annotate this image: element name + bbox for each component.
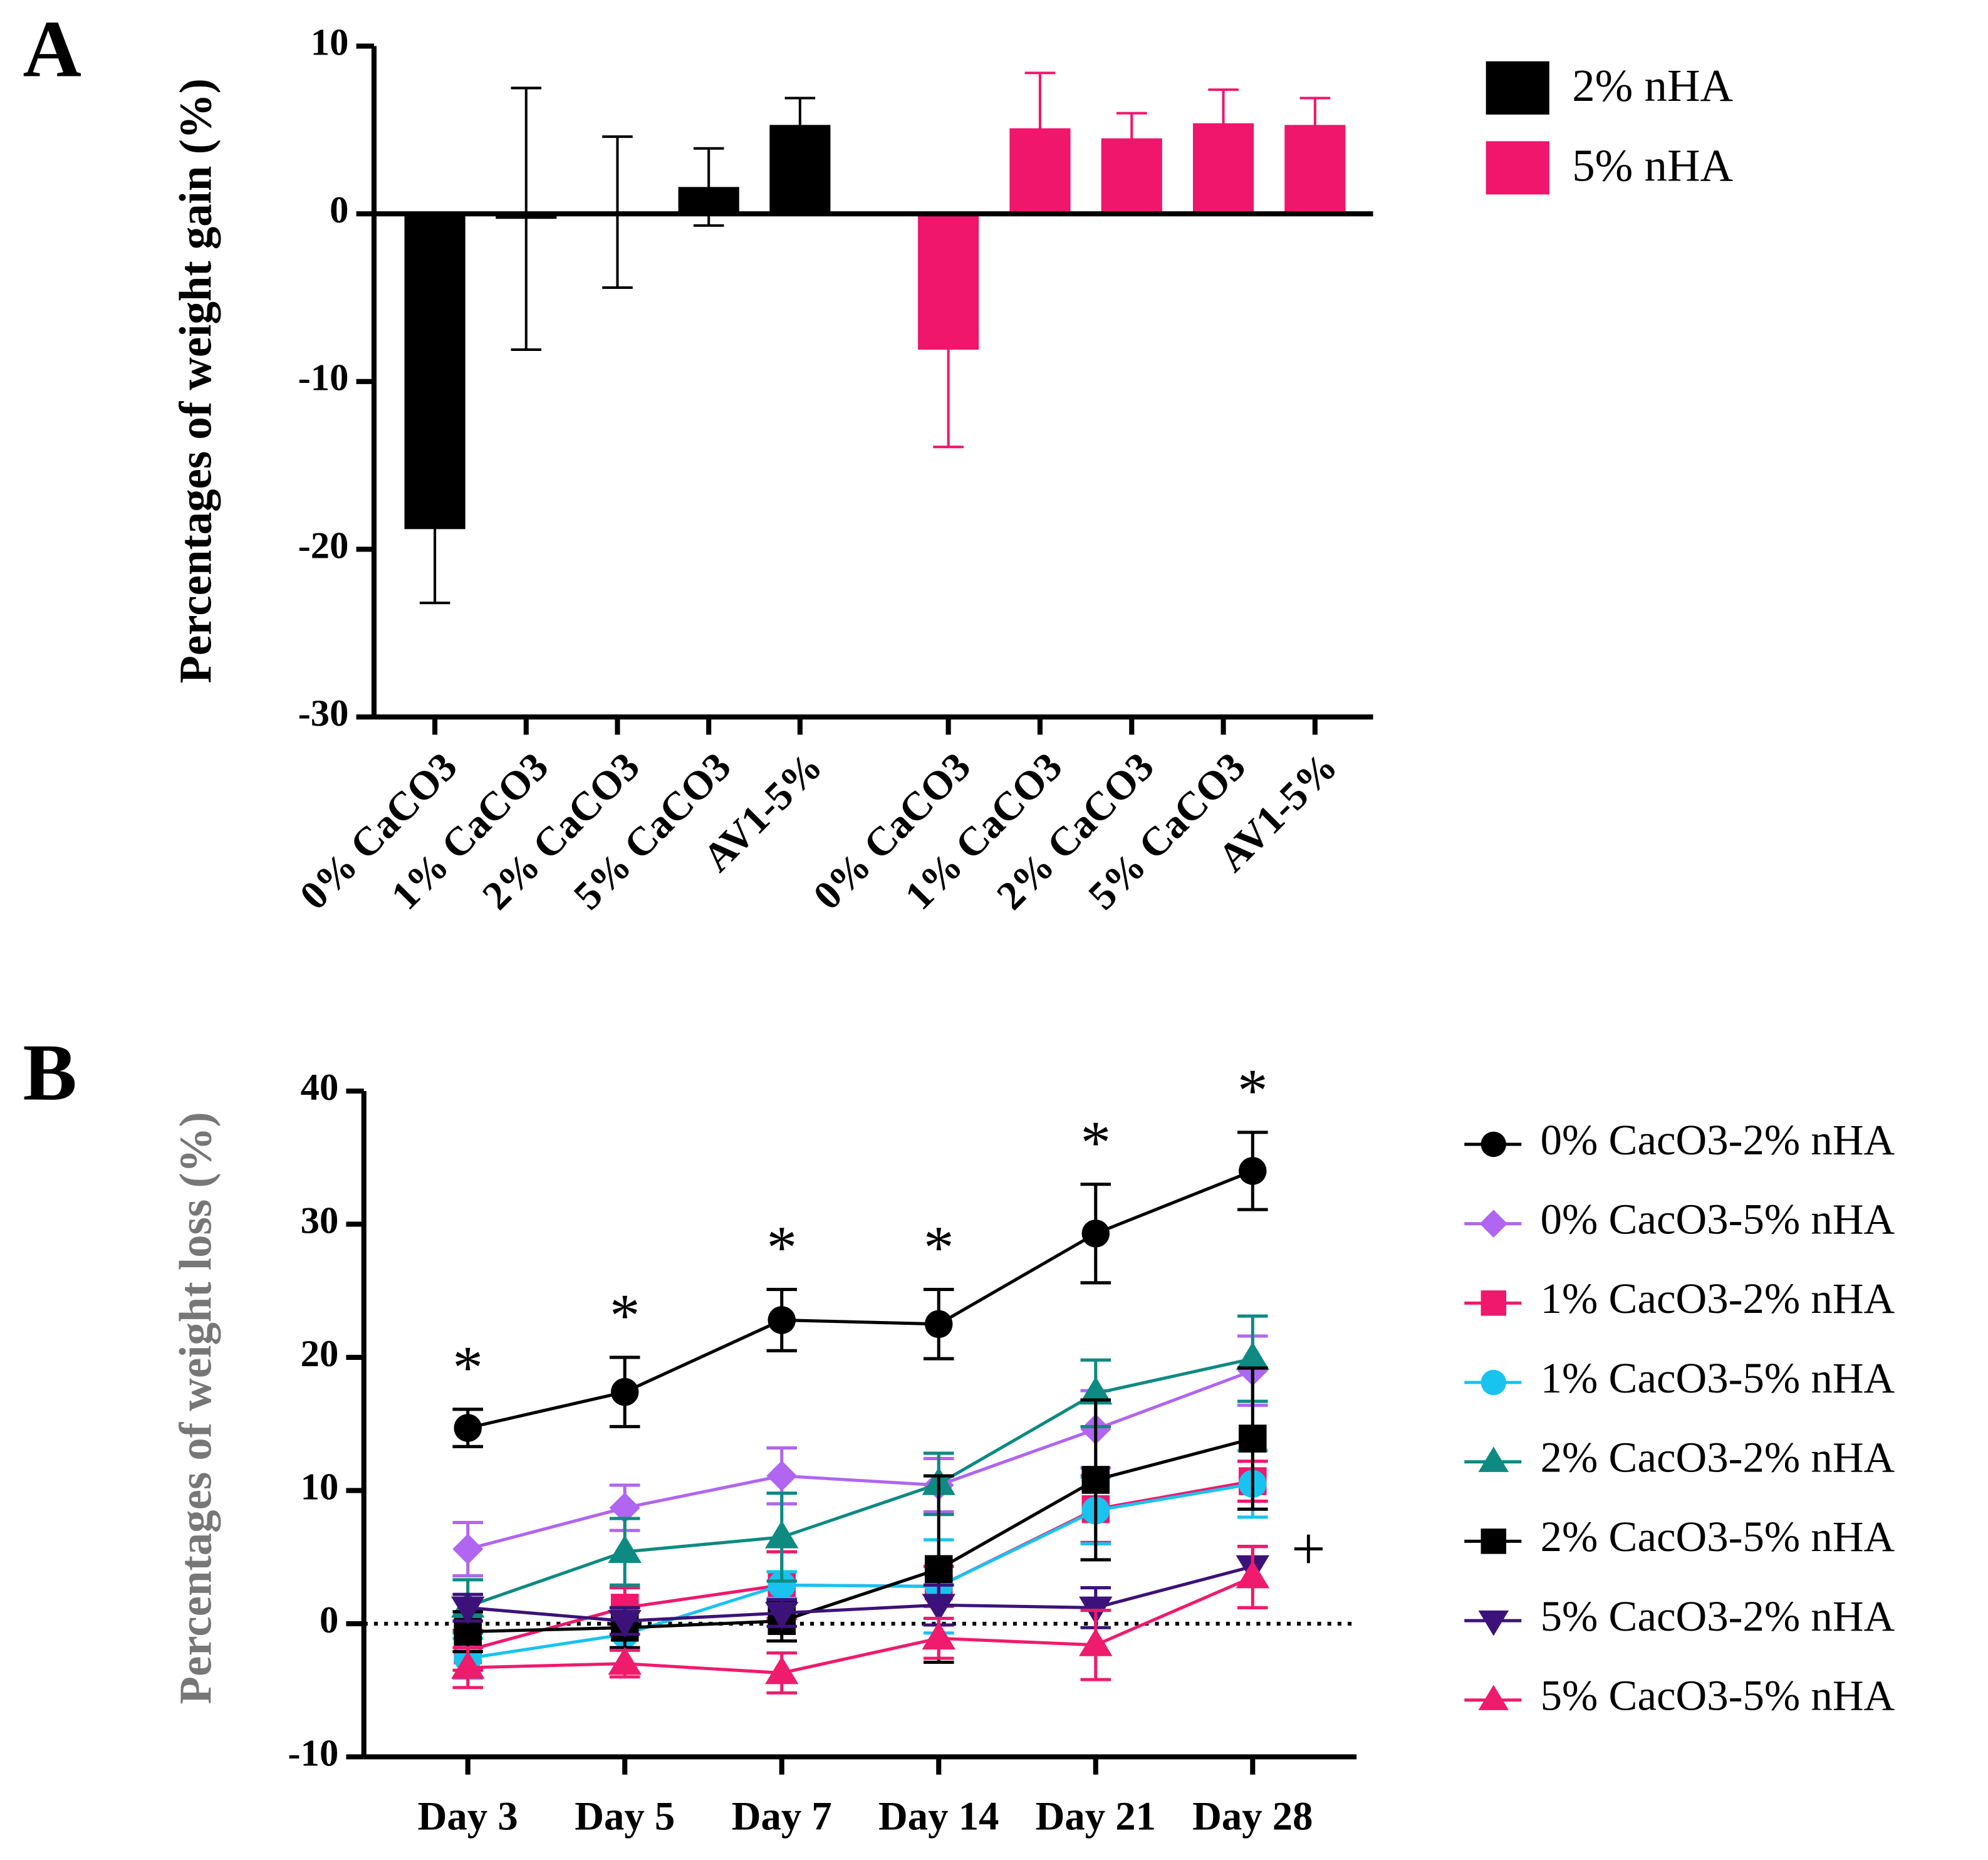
marker [454,1414,482,1442]
y-tick-label: 30 [301,1199,339,1241]
legend-swatch [1486,141,1549,195]
marker [922,1621,955,1650]
significance-mark: * [610,1282,640,1350]
y-tick-label: 20 [301,1333,339,1375]
legend-label: 1% CacO3-2% nHA [1541,1275,1895,1322]
marker [922,1594,955,1622]
legend-swatch [1486,61,1549,115]
significance-mark: * [452,1334,483,1401]
significance-mark: + [1291,1515,1326,1583]
marker [608,1535,642,1563]
marker [608,1646,642,1675]
y-tick-label: -30 [298,692,349,734]
marker [608,1609,642,1638]
bar [404,214,466,530]
marker [452,1533,484,1565]
y-tick-label: -10 [298,357,349,399]
marker [925,1555,953,1584]
marker [1236,1560,1270,1589]
marker [768,1571,796,1599]
marker [450,1651,485,1679]
bar [918,214,979,350]
marker [1079,1376,1113,1405]
marker [610,1377,639,1406]
marker [1236,1342,1270,1370]
y-axis-title: Percentages of weight gain (%) [170,78,221,683]
marker [1481,1290,1507,1316]
legend-label: 0% CacO3-5% nHA [1541,1195,1895,1243]
y-tick-label: -20 [298,525,349,567]
y-tick-label: 0 [330,189,348,231]
series-line [467,1575,1254,1675]
legend-label: 0% CacO3-2% nHA [1541,1116,1895,1164]
y-tick-label: 10 [301,1466,339,1508]
significance-mark: * [1081,1109,1111,1176]
series-line [467,1437,1253,1634]
bar [769,125,831,214]
marker [765,1656,799,1685]
marker [925,1310,953,1339]
legend-label: 2% nHA [1572,60,1733,111]
x-tick-label: Day 14 [878,1794,999,1839]
x-tick-label: Day 3 [418,1794,518,1839]
significance-mark: * [1237,1057,1268,1125]
marker [1478,1610,1509,1636]
bar [1009,128,1071,214]
marker [1478,1685,1509,1710]
y-tick-label: 0 [320,1599,338,1641]
legend-label: 2% CacO3-5% nHA [1541,1513,1895,1560]
marker [1481,1528,1507,1554]
marker [1239,1157,1267,1185]
marker [768,1306,796,1334]
legend-label: 2% CacO3-2% nHA [1541,1433,1895,1481]
series-line [467,1482,1253,1660]
marker [1239,1424,1267,1453]
marker [1479,1210,1508,1238]
marker [1081,1220,1110,1248]
y-tick-label: -10 [288,1732,338,1774]
panel-label: A [23,4,81,94]
series-line [467,1369,1254,1551]
x-tick-label: Day 21 [1036,1794,1156,1839]
x-tick-label: Day 7 [732,1794,832,1839]
legend-label: 5% nHA [1572,140,1733,191]
marker [1081,1466,1110,1494]
marker [765,1520,799,1549]
series-line [467,1169,1254,1430]
legend-label: 5% CacO3-5% nHA [1541,1672,1895,1720]
legend-label: 5% CacO3-2% nHA [1541,1592,1895,1640]
significance-mark: * [924,1214,954,1282]
x-tick-label: Day 5 [575,1794,675,1839]
marker [1481,1131,1507,1157]
series-line [467,1357,1253,1608]
bar [1284,125,1346,214]
marker [766,1460,798,1492]
marker [765,1602,799,1630]
y-axis-title: Percentages of weight loss (%) [170,1112,221,1704]
series-line [467,1565,1253,1623]
bar [678,187,739,214]
marker [609,1492,640,1523]
marker [1079,1628,1113,1656]
y-tick-label: 40 [301,1067,339,1109]
x-tick-label: Day 28 [1192,1794,1313,1839]
marker [450,1596,485,1625]
marker [1481,1369,1507,1396]
marker [1478,1446,1509,1472]
y-tick-label: 10 [311,21,349,63]
legend-label: 1% CacO3-5% nHA [1541,1354,1895,1402]
significance-mark: * [766,1214,797,1282]
bar [1101,138,1162,214]
panel-label: B [23,1028,76,1118]
bar [1193,123,1254,214]
